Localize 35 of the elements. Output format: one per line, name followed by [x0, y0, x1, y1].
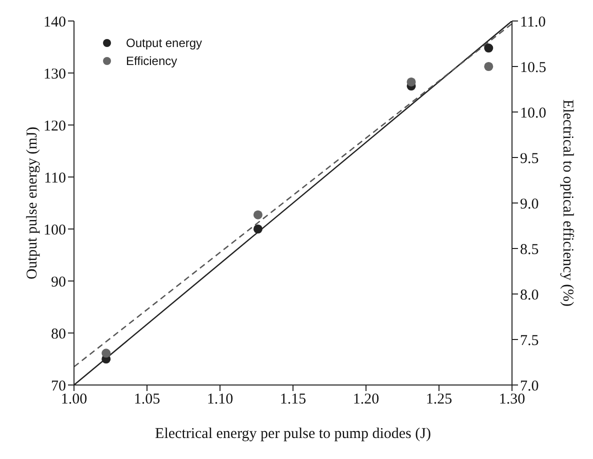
y2-axis-title: Electrical to optical efficiency (%) — [560, 99, 576, 307]
point — [102, 348, 111, 358]
y-tick-label: 90 — [51, 274, 66, 290]
x-axis-title: Electrical energy per pulse to pump diodes (J) — [155, 426, 431, 442]
point — [253, 224, 262, 234]
x-tick-label: 1.00 — [60, 392, 88, 408]
x-tick-label: 1.10 — [206, 392, 234, 408]
y2-tick-label: 7.0 — [520, 378, 539, 394]
x-tick-label: 1.15 — [280, 392, 306, 408]
point — [253, 210, 262, 220]
x-tick-label: 1.25 — [426, 392, 452, 408]
point — [484, 44, 494, 53]
point — [406, 77, 416, 86]
y2-tick-label: 9.0 — [520, 196, 539, 212]
legend-label: Output energy — [126, 36, 202, 50]
x-tick-label: 1.20 — [352, 392, 380, 408]
y-tick-label: 70 — [51, 378, 66, 394]
y-tick-label: 80 — [51, 326, 66, 342]
y2-tick-label: 10.5 — [520, 60, 546, 76]
y-tick-label: 120 — [44, 118, 66, 134]
y-tick-label: 100 — [44, 222, 66, 238]
x-tick-label: 1.05 — [134, 392, 160, 408]
y2-tick-label: 8.0 — [520, 287, 539, 304]
y-tick-label: 140 — [44, 14, 66, 30]
y-tick-label: 110 — [44, 170, 66, 186]
y2-tick-label: 8.5 — [520, 242, 539, 258]
y2-tick-label: 7.5 — [520, 332, 539, 349]
y2-tick-label: 10.0 — [520, 105, 546, 122]
point — [484, 62, 494, 72]
y-tick-label: 130 — [44, 66, 66, 82]
y-axis-title: Output pulse energy (mJ) — [24, 126, 40, 280]
legend-label: Efficiency — [126, 54, 178, 68]
x-tick-label: 1.30 — [498, 392, 526, 408]
y2-tick-label: 9.5 — [520, 150, 539, 167]
y2-tick-label: 11.0 — [520, 14, 546, 30]
